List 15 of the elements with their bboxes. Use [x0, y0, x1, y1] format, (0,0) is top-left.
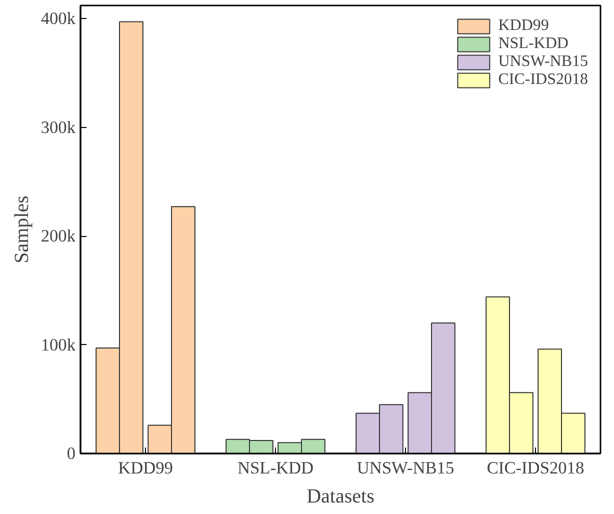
x-axis-title: Datasets — [306, 486, 375, 508]
y-tick-label: 100k — [40, 335, 76, 354]
y-tick-label: 400k — [40, 9, 76, 28]
x-tick-label: KDD99 — [118, 458, 173, 478]
x-tick-label: CIC-IDS2018 — [486, 458, 584, 478]
y-axis-title: Samples — [10, 195, 33, 264]
x-tick-label: NSL-KDD — [237, 458, 314, 478]
y-tick-label: 200k — [40, 226, 76, 246]
legend-label: CIC-IDS2018 — [498, 71, 588, 89]
legend-label: NSL-KDD — [498, 35, 568, 53]
legend-label: UNSW-NB15 — [498, 53, 588, 71]
legend-label: KDD99 — [498, 17, 549, 35]
x-tick-label: UNSW-NB15 — [356, 458, 454, 478]
y-tick-label: 300k — [40, 118, 76, 137]
y-tick-label: 0 — [66, 444, 76, 463]
